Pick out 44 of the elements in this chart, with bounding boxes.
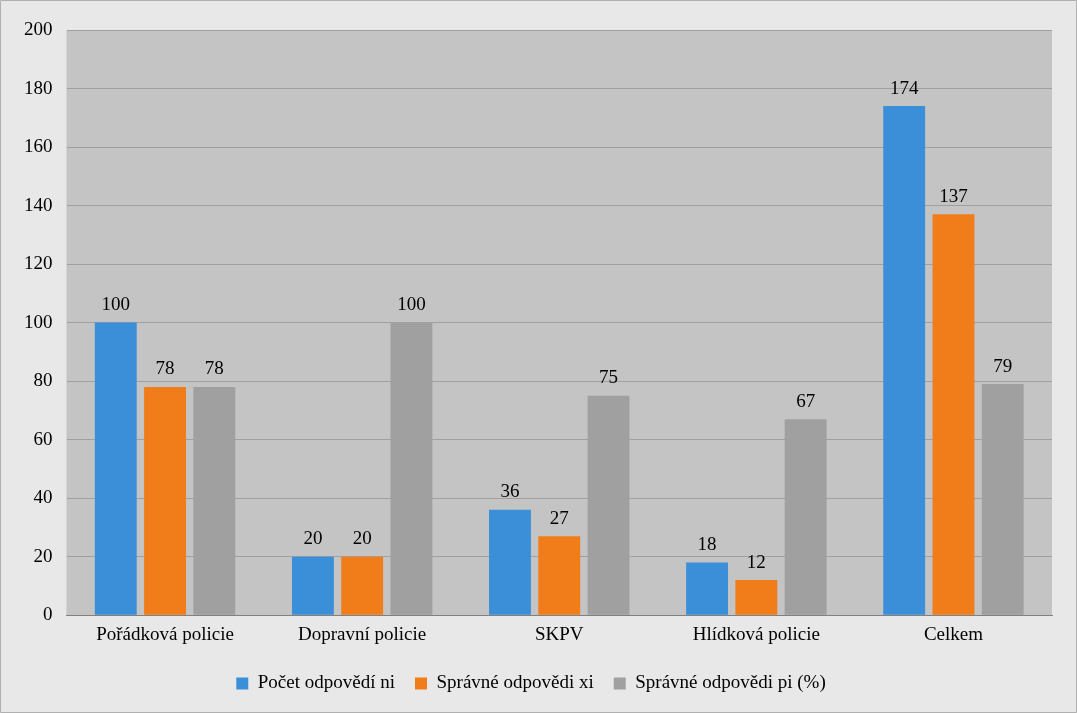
bar xyxy=(341,556,384,615)
bar xyxy=(883,106,926,615)
y-tick-label: 20 xyxy=(33,544,53,566)
data-label: 27 xyxy=(549,506,569,528)
y-tick-label: 160 xyxy=(24,135,53,157)
data-label: 36 xyxy=(500,480,520,502)
y-tick-label: 120 xyxy=(24,252,53,274)
data-label: 78 xyxy=(155,357,175,379)
y-tick-label: 0 xyxy=(43,603,53,625)
legend-label: Správné odpovědi pi (%) xyxy=(635,671,826,694)
bar xyxy=(686,562,729,615)
bar xyxy=(94,322,137,615)
data-label: 18 xyxy=(697,533,717,555)
bar xyxy=(735,580,778,615)
data-label: 100 xyxy=(397,293,426,315)
data-label: 67 xyxy=(796,389,816,411)
bar xyxy=(144,386,186,615)
data-label: 174 xyxy=(889,76,919,98)
bar xyxy=(291,556,334,615)
y-tick-label: 180 xyxy=(24,76,53,98)
y-tick-label: 80 xyxy=(33,369,53,391)
y-tick-label: 200 xyxy=(24,17,53,39)
data-label: 78 xyxy=(204,357,224,379)
bar xyxy=(538,536,581,615)
data-label: 20 xyxy=(303,527,323,549)
bar xyxy=(932,214,975,615)
data-label: 137 xyxy=(939,184,968,206)
legend-label: Počet odpovědí ni xyxy=(257,671,395,693)
x-tick-label: SKPV xyxy=(534,622,584,644)
x-tick-label: Pořádková policie xyxy=(96,622,234,644)
y-tick-label: 60 xyxy=(33,427,53,449)
data-label: 75 xyxy=(599,366,619,388)
x-tick-label: Dopravní policie xyxy=(298,622,427,644)
y-tick-label: 40 xyxy=(33,486,53,508)
data-label: 12 xyxy=(746,550,766,572)
data-label: 20 xyxy=(352,527,372,549)
x-tick-label: Hlídková policie xyxy=(692,622,820,644)
bar xyxy=(489,509,531,615)
data-label: 79 xyxy=(993,354,1013,376)
y-tick-label: 100 xyxy=(24,310,53,332)
data-label: 100 xyxy=(101,293,131,315)
x-tick-label: Celkem xyxy=(923,622,984,644)
y-tick-label: 140 xyxy=(24,193,53,215)
legend-label: Správné odpovědi xi xyxy=(436,671,594,693)
